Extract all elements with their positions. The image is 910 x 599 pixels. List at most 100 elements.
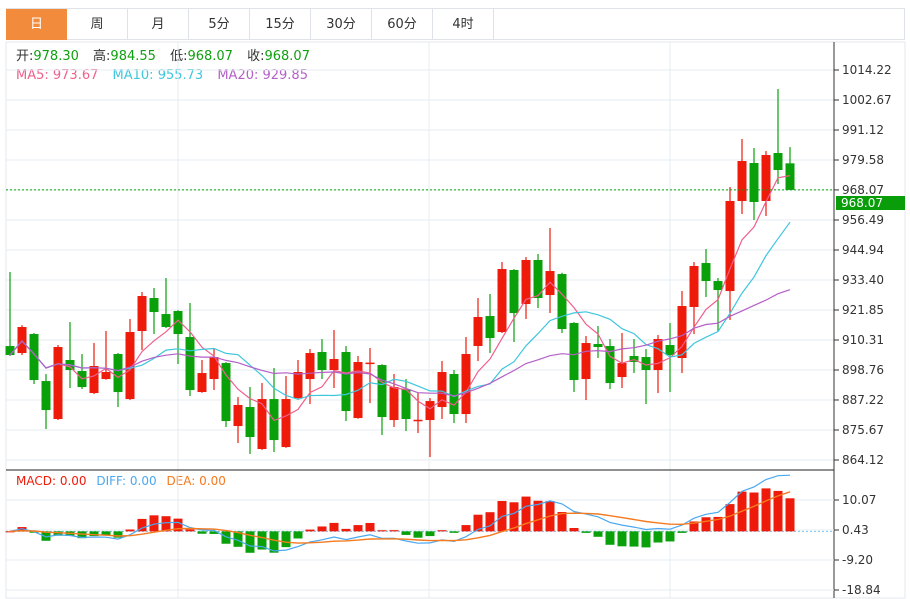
- candle-body: [473, 317, 483, 346]
- tab-6[interactable]: 60分: [372, 9, 433, 40]
- candle-body: [89, 366, 99, 394]
- candle-body: [749, 163, 759, 203]
- open-value: 978.30: [33, 49, 79, 64]
- macd-bar: [281, 531, 291, 548]
- macd-bar: [785, 498, 795, 532]
- macd-legend: MACD: 0.00 DIFF: 0.00 DEA: 0.00: [16, 474, 232, 488]
- macd-bar: [329, 522, 339, 532]
- macd-bar: [197, 531, 207, 534]
- macd-bar: [293, 531, 303, 539]
- macd-bar: [485, 512, 495, 532]
- candle-body: [377, 365, 387, 418]
- candle: [137, 292, 147, 351]
- macd-bar: [89, 531, 99, 537]
- close-value: 968.07: [264, 49, 310, 64]
- candle: [29, 333, 39, 385]
- candle: [473, 298, 483, 362]
- candle-body: [125, 332, 135, 400]
- macd-bar: [593, 531, 603, 537]
- candle: [773, 89, 783, 185]
- candle-body: [701, 263, 711, 282]
- candle: [713, 278, 723, 332]
- candle: [269, 368, 279, 453]
- candle-body: [17, 327, 27, 354]
- macd-tick-label: -9.20: [842, 553, 873, 567]
- candle: [329, 330, 339, 389]
- macd-tick-label: 0.43: [842, 523, 869, 537]
- ma10-line: [9, 221, 791, 400]
- candle: [737, 139, 747, 215]
- candle-body: [677, 306, 687, 359]
- candle-body: [41, 381, 51, 411]
- macd-bar: [173, 518, 183, 532]
- candle: [209, 349, 219, 391]
- candle: [233, 397, 243, 444]
- candle: [785, 147, 795, 190]
- tab-2[interactable]: 月: [128, 9, 189, 40]
- low-label: 低:: [170, 49, 188, 64]
- macd-bar: [761, 488, 771, 532]
- candle: [545, 228, 555, 314]
- candle: [365, 348, 375, 404]
- macd-bar: [665, 531, 675, 542]
- candle: [497, 262, 507, 333]
- price-tick-label: 898.76: [842, 363, 884, 377]
- candle: [593, 326, 603, 359]
- candle-body: [305, 353, 315, 380]
- tab-1[interactable]: 周: [67, 9, 128, 40]
- ma20-line: [9, 289, 791, 397]
- candle: [485, 294, 495, 354]
- macd-bar: [749, 492, 759, 532]
- price-tick-label: 864.12: [842, 453, 884, 467]
- price-tick-label: 921.85: [842, 303, 884, 317]
- macd-bar: [317, 526, 327, 532]
- tab-3[interactable]: 5分: [189, 9, 250, 40]
- candle: [641, 349, 651, 405]
- candle-body: [617, 363, 627, 378]
- candle: [305, 349, 315, 405]
- tab-0[interactable]: 日: [6, 9, 67, 40]
- candle: [389, 374, 399, 428]
- macd-bar: [557, 512, 567, 532]
- candle: [281, 376, 291, 448]
- candle: [113, 353, 123, 408]
- candle-body: [197, 373, 207, 393]
- candle-body: [101, 372, 111, 380]
- candle-body: [425, 401, 435, 421]
- candle-body: [581, 343, 591, 380]
- price-tick-label: 968.07: [842, 183, 884, 197]
- candle: [761, 151, 771, 217]
- macd-bar: [137, 518, 147, 532]
- macd-tick-label: -18.84: [842, 583, 881, 597]
- macd-value: MACD: 0.00: [16, 474, 87, 488]
- macd-bar: [353, 525, 363, 532]
- tab-5[interactable]: 30分: [311, 9, 372, 40]
- macd-bar: [209, 531, 219, 534]
- price-tick-label: 887.22: [842, 393, 884, 407]
- macd-bar: [125, 529, 135, 532]
- candle: [581, 336, 591, 401]
- candle-body: [509, 270, 519, 314]
- candle-body: [53, 347, 63, 420]
- candle-body: [593, 344, 603, 348]
- tab-7[interactable]: 4时: [433, 9, 494, 40]
- macd-bar: [713, 516, 723, 532]
- candle-body: [533, 260, 543, 299]
- macd-bar: [341, 528, 351, 532]
- macd-bar: [233, 531, 243, 547]
- candle: [149, 288, 159, 335]
- candle: [341, 346, 351, 422]
- candle: [689, 262, 699, 335]
- macd-bar: [653, 531, 663, 543]
- candle-body: [737, 161, 747, 202]
- macd-bar: [101, 531, 111, 536]
- macd-bar: [401, 531, 411, 535]
- macd-bar: [773, 490, 783, 532]
- tab-4[interactable]: 15分: [250, 9, 311, 40]
- candle: [701, 249, 711, 298]
- candle-body: [665, 345, 675, 356]
- candle-body: [485, 316, 495, 339]
- macd-bar: [581, 531, 591, 533]
- macd-bar: [461, 525, 471, 532]
